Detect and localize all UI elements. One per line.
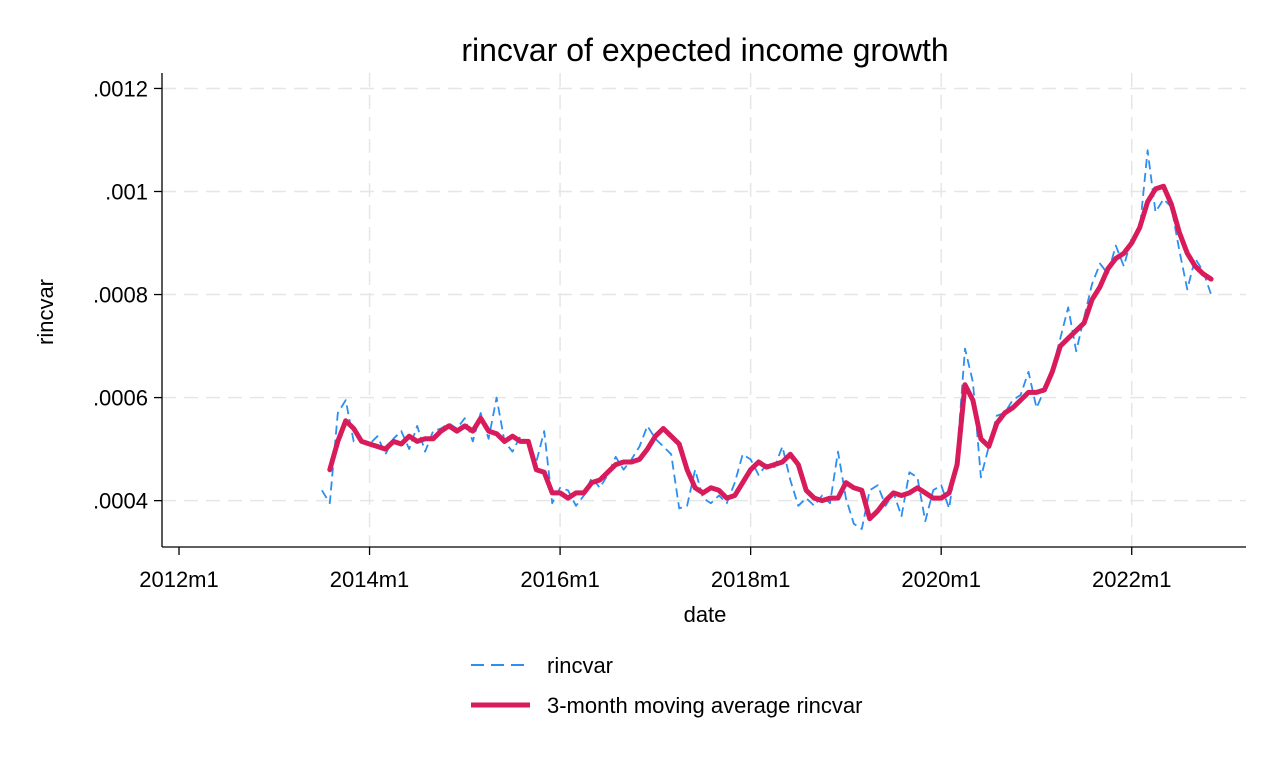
- x-tick-label: 2014m1: [330, 567, 410, 592]
- y-tick-label: .0004: [93, 489, 148, 514]
- legend-label-moving-average: 3-month moving average rincvar: [547, 693, 862, 718]
- x-tick-label: 2018m1: [711, 567, 791, 592]
- x-axis-label: date: [684, 602, 727, 627]
- legend: rincvar 3-month moving average rincvar: [471, 653, 862, 718]
- y-tick-label: .001: [105, 180, 148, 205]
- x-tick-label: 2020m1: [901, 567, 981, 592]
- y-tick-label: .0008: [93, 283, 148, 308]
- series-line-moving-average: [327, 183, 1214, 522]
- axes: [161, 73, 1246, 548]
- chart-title: rincvar of expected income growth: [461, 32, 948, 68]
- x-tick-label: 2016m1: [520, 567, 600, 592]
- x-tick-label: 2012m1: [139, 567, 219, 592]
- grid-lines: [162, 73, 1246, 547]
- series: [321, 149, 1214, 530]
- x-tick-label: 2022m1: [1092, 567, 1172, 592]
- legend-label-rincvar: rincvar: [547, 653, 613, 678]
- y-ticks: .0004 .0006 .0008 .001 .0012: [93, 76, 162, 514]
- y-tick-label: .0012: [93, 76, 148, 101]
- x-ticks: 2012m1 2014m1 2016m1 2018m1 2020m1 2022m1: [139, 547, 1171, 592]
- y-axis-label: rincvar: [33, 279, 58, 345]
- y-tick-label: .0006: [93, 386, 148, 411]
- series-line-rincvar: [321, 149, 1212, 530]
